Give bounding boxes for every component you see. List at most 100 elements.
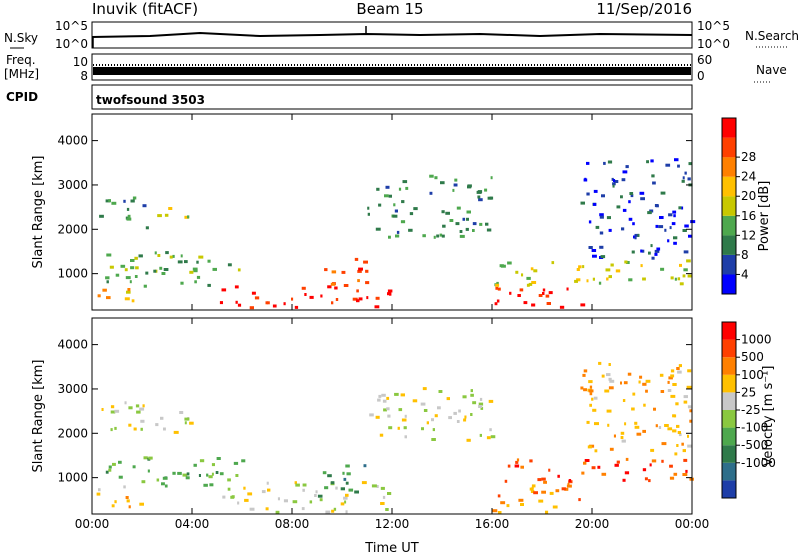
echo-cell	[574, 279, 578, 283]
echo-cell	[180, 254, 183, 258]
y-tick-label: 2000	[57, 222, 88, 236]
echo-cell	[592, 254, 597, 258]
cpid-panel	[91, 84, 693, 110]
echo-cell	[140, 419, 145, 423]
echo-cell	[130, 266, 135, 270]
echo-cell	[186, 472, 190, 476]
echo-cell	[383, 408, 387, 412]
echo-cell	[126, 217, 132, 221]
echo-cell	[584, 459, 590, 462]
echo-cell	[126, 499, 130, 503]
echo-cell	[685, 469, 688, 473]
echo-cell	[115, 273, 120, 277]
echo-cell	[365, 269, 369, 273]
echo-cell	[114, 500, 117, 504]
echo-cell	[479, 433, 482, 437]
echo-cell	[422, 387, 427, 391]
echo-cell	[650, 244, 653, 248]
echo-cell	[622, 399, 626, 402]
echo-cell	[655, 424, 658, 428]
echo-cell	[485, 222, 489, 226]
echo-cell	[198, 255, 204, 259]
echo-cell	[598, 361, 602, 365]
x-tick-label: 20:00	[575, 517, 610, 531]
y-tick-label: 3000	[57, 382, 88, 396]
echo-cell	[655, 204, 659, 208]
echo-cell	[465, 217, 469, 221]
echo-cell	[646, 160, 649, 164]
echo-cell	[401, 200, 405, 204]
echo-cell	[687, 369, 692, 373]
echo-cell	[110, 410, 116, 414]
echo-cell	[394, 392, 399, 396]
echo-cell	[234, 285, 239, 289]
echo-cell	[620, 431, 625, 435]
cpid-value: twofsound 3503	[96, 93, 205, 107]
echo-cell	[429, 174, 434, 178]
echo-cell	[157, 214, 162, 218]
power-colorbar: 4 8 12 16 20 24 28	[721, 117, 756, 295]
echo-cell	[431, 438, 436, 441]
echo-cell	[265, 301, 268, 305]
date-title: 11/Sep/2016	[596, 0, 692, 18]
echo-cell	[462, 217, 465, 221]
echo-cell	[227, 487, 231, 491]
echo-cell	[265, 507, 269, 511]
echo-cell	[632, 222, 635, 226]
echo-cell	[649, 463, 652, 467]
echo-cell	[335, 298, 339, 301]
echo-cell	[327, 474, 332, 478]
echo-cell	[219, 301, 223, 305]
echo-cell	[567, 482, 570, 486]
echo-cell	[599, 245, 604, 249]
echo-cell	[681, 206, 684, 210]
y-tick-label: 1000	[57, 471, 88, 485]
echo-cell	[667, 427, 673, 431]
echo-cell	[363, 260, 368, 264]
echo-cell	[529, 487, 534, 491]
echo-cell	[516, 458, 520, 462]
echo-cell	[687, 444, 692, 448]
echo-cell	[592, 408, 597, 412]
colorbar-swatch	[722, 445, 736, 463]
echo-cell	[388, 235, 391, 239]
echo-cell	[125, 496, 129, 499]
colorbar-frame	[721, 117, 737, 295]
echo-cell	[249, 306, 254, 310]
echo-cell	[682, 473, 688, 476]
echo-cell	[395, 234, 400, 238]
y-tick-label: 1000	[57, 267, 88, 281]
echo-cell	[445, 211, 450, 215]
echo-cell	[486, 436, 491, 440]
echo-cell	[478, 198, 483, 202]
echo-cell	[592, 202, 597, 206]
echo-cell	[625, 457, 629, 461]
echo-cell	[533, 269, 538, 273]
colorbar-tick-label: -100	[741, 421, 768, 435]
echo-cell	[628, 217, 633, 221]
echo-cell	[179, 411, 184, 414]
echo-cell	[429, 191, 433, 195]
echo-cell	[206, 473, 209, 477]
echo-cell	[650, 159, 654, 163]
echo-cell	[607, 160, 613, 164]
echo-cell	[612, 182, 616, 186]
echo-cell	[123, 199, 126, 203]
colorbar-swatch	[722, 118, 736, 138]
echo-cell	[420, 402, 426, 406]
echo-cell	[628, 200, 631, 204]
echo-cell	[614, 180, 619, 183]
echo-cell	[194, 280, 197, 284]
echo-cell	[480, 406, 484, 410]
echo-cell	[106, 253, 112, 257]
echo-cell	[173, 430, 179, 434]
echo-cell	[603, 161, 606, 165]
echo-cell	[345, 481, 349, 485]
echo-cell	[620, 195, 623, 199]
echo-cell	[669, 464, 673, 468]
echo-cell	[634, 421, 638, 425]
echo-cell	[531, 303, 536, 307]
echo-cell	[597, 465, 601, 469]
echo-cell	[671, 222, 676, 226]
echo-cell	[681, 179, 685, 183]
